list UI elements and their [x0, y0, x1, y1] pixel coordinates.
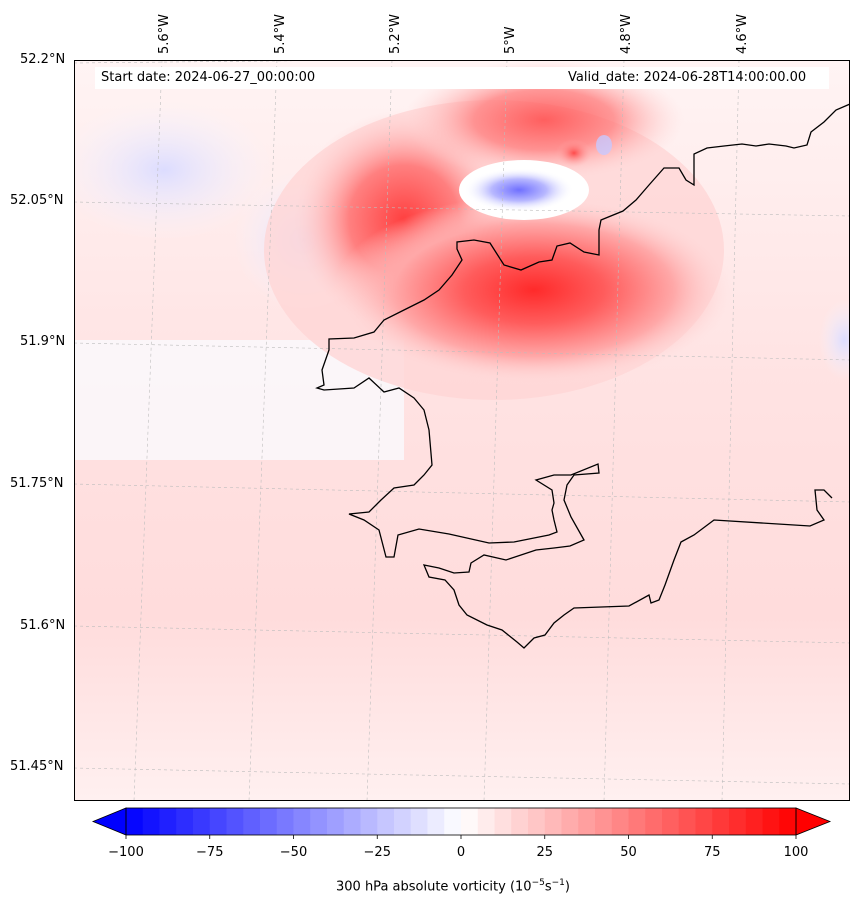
colorbar-tick-label: −25 [363, 845, 391, 860]
colorbar-title-text: 300 hPa absolute vorticity (10 [336, 879, 532, 895]
colorbar-segment [729, 808, 747, 835]
colorbar-segment [595, 808, 613, 835]
colorbar-segment [695, 808, 713, 835]
lat-label: 51.45°N [10, 759, 64, 774]
colorbar-segment [142, 808, 161, 835]
colorbar-segment [461, 808, 479, 835]
colorbar-tick-label: −50 [279, 845, 308, 860]
colorbar-segment [193, 808, 211, 835]
lat-label: 52.05°N [10, 193, 64, 208]
colorbar-segment [209, 808, 228, 835]
colorbar-segment [293, 808, 311, 835]
colorbar-segment [243, 808, 261, 835]
colorbar-segment [528, 808, 546, 835]
colorbar-tick-label: 0 [456, 845, 466, 860]
colorbar-segment [561, 808, 579, 835]
colorbar-tick-label: −100 [108, 845, 144, 860]
colorbar-title-exp2: −1 [551, 878, 565, 888]
colorbar-segment [477, 808, 496, 835]
colorbar-tick-label: 50 [620, 845, 637, 860]
lat-label: 51.75°N [10, 476, 64, 491]
colorbar-extend-max [795, 807, 832, 836]
field-positive-north [404, 60, 684, 180]
colorbar-title: 300 hPa absolute vorticity (10−5s−1) [336, 878, 570, 894]
colorbar-segment [494, 808, 512, 835]
colorbar-segment [327, 808, 345, 835]
colorbar-tick-label: −75 [196, 845, 224, 860]
lon-label: 4.6°W [735, 13, 750, 54]
lon-label: 5.2°W [388, 13, 403, 54]
colorbar-tick-label: 100 [783, 845, 809, 860]
colorbar-segment [645, 808, 663, 835]
colorbar-segment [662, 808, 680, 835]
field-negative-core [464, 168, 574, 212]
start-date-label: Start date: 2024-06-27_00:00:00 [101, 70, 316, 85]
lon-label: 5.6°W [157, 13, 172, 54]
colorbar-segment [712, 808, 730, 835]
colorbar-title-end: ) [564, 879, 570, 895]
colorbar-segment [176, 808, 194, 835]
colorbar-segment [745, 808, 764, 835]
map-plot [74, 60, 850, 801]
colorbar-segment [444, 808, 462, 835]
colorbar-segment [611, 808, 630, 835]
colorbar-segment [628, 808, 646, 835]
colorbar-segment [260, 808, 278, 835]
colorbar-tick-label: 75 [703, 845, 721, 860]
colorbar-segment [276, 808, 295, 835]
lon-label: 5.4°W [273, 13, 288, 54]
field-small-positive [556, 139, 592, 167]
colorbar-segment [394, 808, 412, 835]
field-small-negative [596, 135, 612, 155]
colorbar-extend-min [91, 807, 127, 836]
colorbar [91, 807, 832, 839]
colorbar-segment [310, 808, 328, 835]
colorbar-title-mid: s [544, 879, 552, 895]
lat-label: 52.2°N [20, 52, 66, 67]
lon-label: 4.8°W [619, 13, 634, 54]
colorbar-segment [226, 808, 244, 835]
colorbar-segment [578, 808, 596, 835]
colorbar-segment [410, 808, 429, 835]
lat-label: 51.9°N [20, 334, 66, 349]
colorbar-segment [360, 808, 378, 835]
colorbar-segment [427, 808, 445, 835]
colorbar-segment [343, 808, 362, 835]
colorbar-segment [159, 808, 177, 835]
colorbar-segment [511, 808, 529, 835]
coastline [315, 103, 850, 649]
colorbar-segment [377, 808, 395, 835]
colorbar-segment [779, 808, 797, 835]
field-positive-main [334, 195, 734, 385]
colorbar-segment [678, 808, 697, 835]
map-frame [74, 60, 850, 801]
info-box [95, 67, 829, 89]
colorbar-segment [762, 808, 780, 835]
colorbar-title-exp1: −5 [531, 878, 545, 888]
colorbar-segment [126, 808, 144, 835]
colorbar-tick-label: 25 [536, 845, 554, 860]
colorbar-segment [544, 808, 563, 835]
valid-date-label: Valid_date: 2024-06-28T14:00:00.00 [568, 70, 807, 85]
lon-label: 5°W [503, 26, 518, 54]
lat-label: 51.6°N [20, 618, 66, 633]
